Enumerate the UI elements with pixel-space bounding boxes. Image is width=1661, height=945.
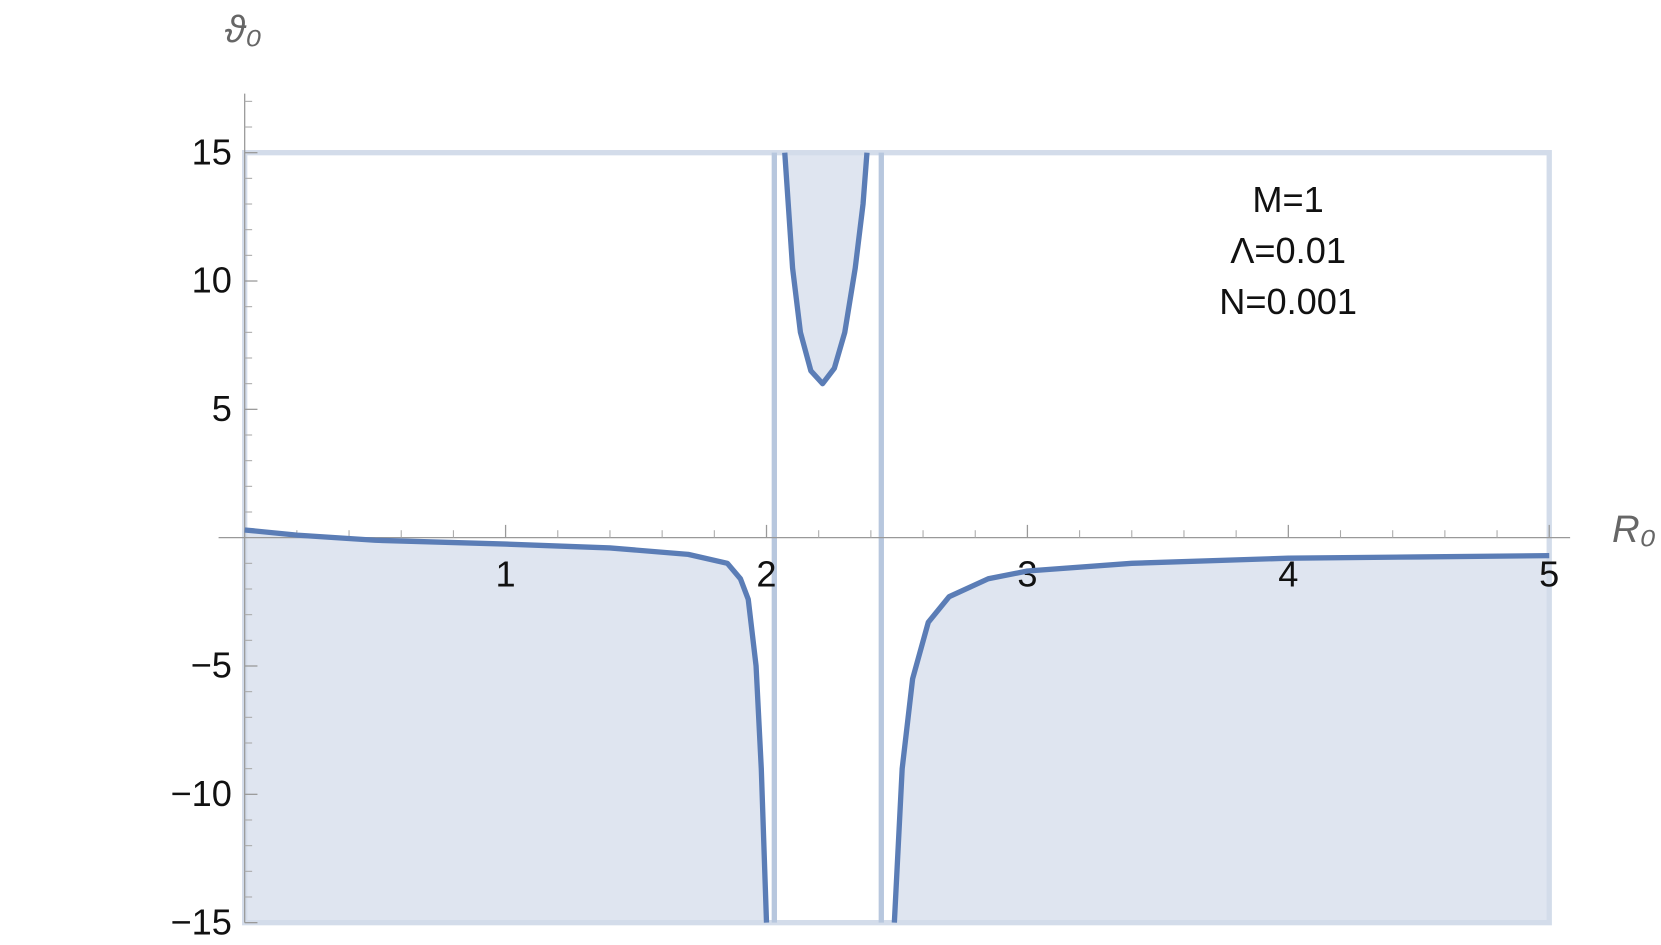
y-tick-label: −5 — [191, 645, 232, 686]
x-tick-label: 2 — [756, 554, 776, 595]
y-tick-label: 15 — [192, 131, 232, 172]
x-tick-label: 5 — [1539, 554, 1559, 595]
annotation: Λ=0.01 — [1230, 230, 1346, 271]
x-tick-label: 1 — [496, 554, 516, 595]
fill-area — [244, 529, 767, 923]
fill-area — [894, 555, 1550, 923]
x-tick-label: 4 — [1278, 554, 1298, 595]
annotation: N=0.001 — [1219, 281, 1357, 322]
x-axis-label: R₀ — [1612, 508, 1656, 551]
annotation: M=1 — [1252, 179, 1323, 220]
fill-area — [784, 152, 867, 384]
y-tick-label: 5 — [212, 388, 232, 429]
curve — [782, 152, 870, 387]
y-tick-label: 10 — [192, 260, 232, 301]
curve — [891, 552, 1550, 923]
curve — [244, 527, 770, 923]
y-axis-label: ϑ₀ — [224, 8, 261, 51]
x-tick-label: 3 — [1017, 554, 1037, 595]
y-tick-label: −10 — [171, 773, 232, 814]
y-tick-label: −15 — [171, 901, 232, 942]
